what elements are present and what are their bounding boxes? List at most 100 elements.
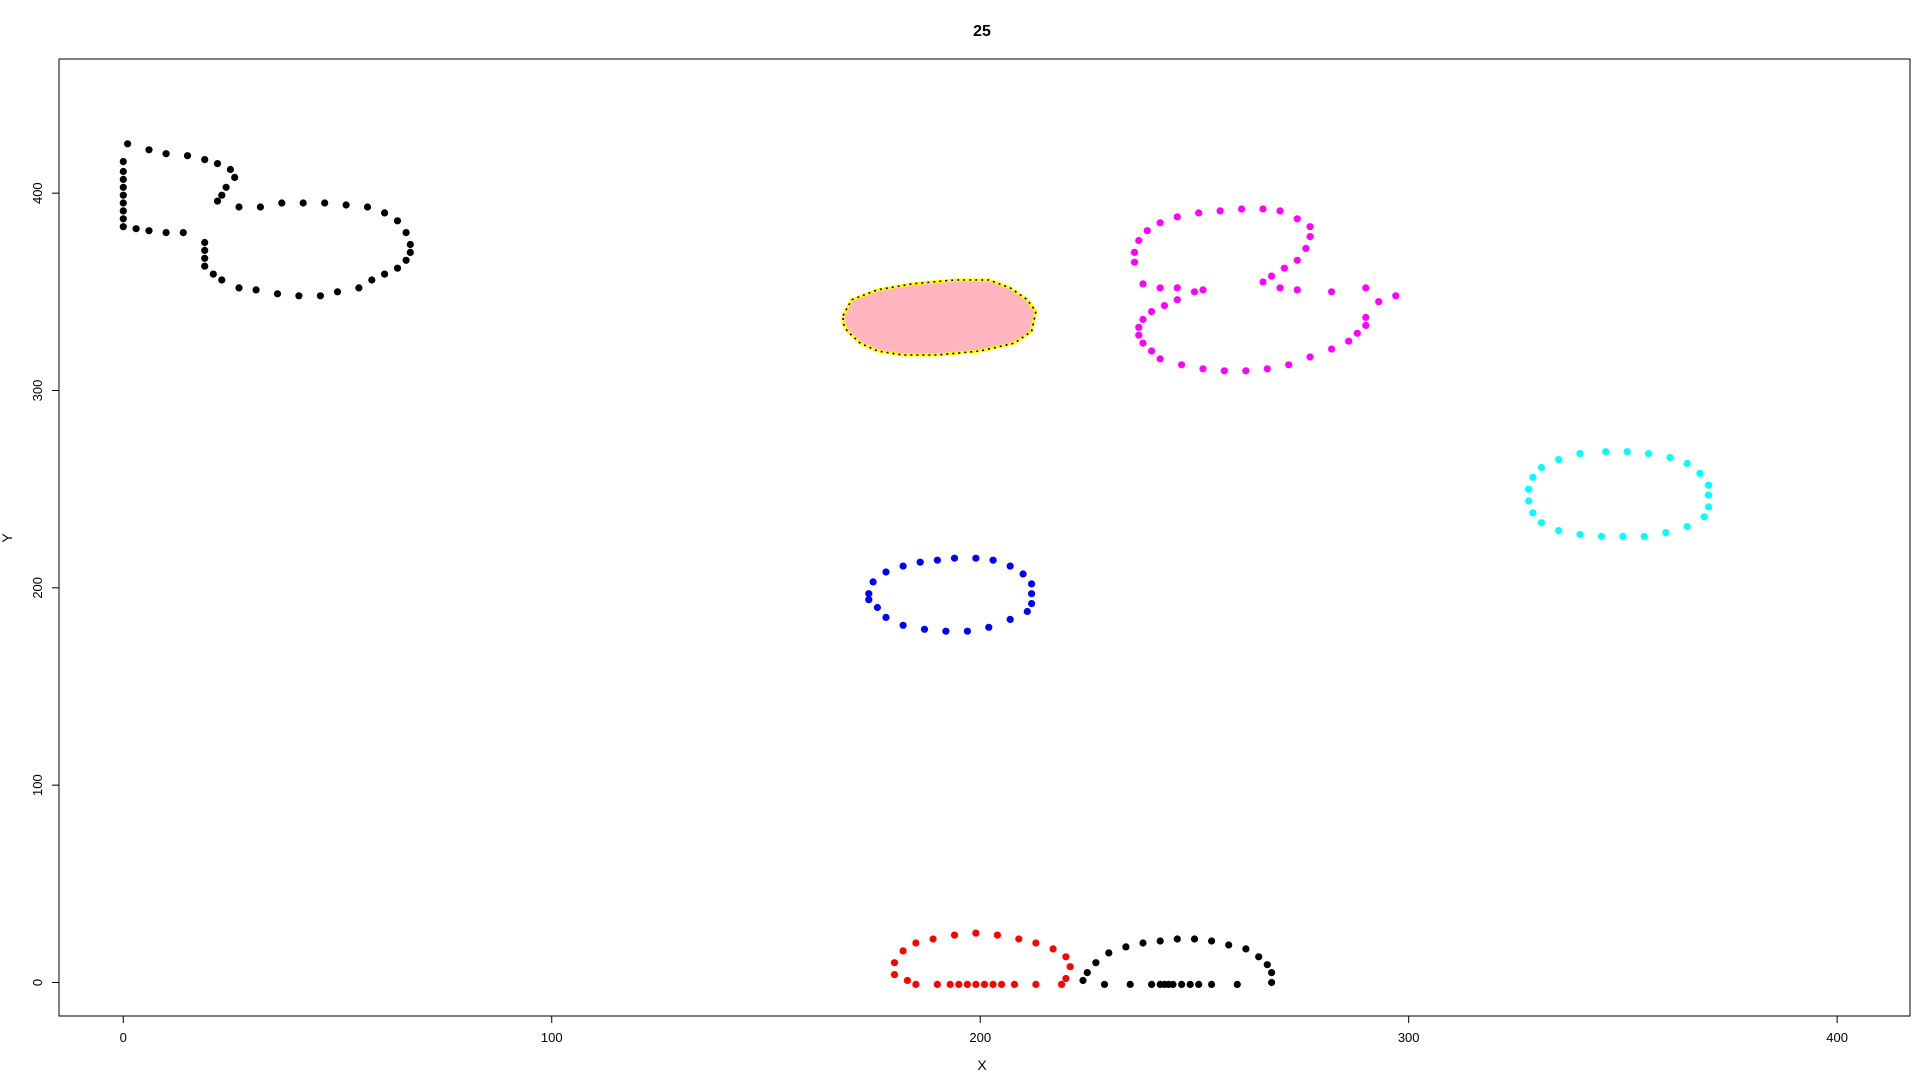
data-point-s1-48 xyxy=(1173,284,1181,292)
data-point-s1-26 xyxy=(1362,321,1370,329)
data-point-s0-11 xyxy=(235,203,243,211)
data-point-s0-27 xyxy=(355,284,363,292)
data-point-s1-37 xyxy=(1156,355,1164,363)
data-point-s3-9 xyxy=(1683,459,1691,468)
data-point-s0-40 xyxy=(179,229,187,237)
y-tick-label: 300 xyxy=(30,380,45,402)
data-point-s4-11 xyxy=(1028,580,1036,588)
data-point-s5-3 xyxy=(912,939,920,947)
data-point-s1-14 xyxy=(1302,244,1310,252)
data-point-s1-22 xyxy=(1362,284,1370,292)
data-point-s1-39 xyxy=(1139,339,1147,347)
data-point-s5-5 xyxy=(950,931,959,939)
data-point-s1-20 xyxy=(1293,286,1301,294)
data-point-s0-35 xyxy=(209,270,217,278)
data-point-s6-17 xyxy=(1208,980,1216,989)
data-point-s1-34 xyxy=(1220,367,1228,375)
data-point-s1-27 xyxy=(1353,329,1361,337)
data-point-s5-6 xyxy=(972,929,980,937)
data-point-s6-0 xyxy=(1079,976,1087,985)
data-point-s5-16 xyxy=(1010,980,1019,989)
data-point-s5-17 xyxy=(998,980,1006,989)
data-point-s0-14 xyxy=(299,199,307,207)
data-point-s3-21 xyxy=(1555,527,1563,535)
data-point-s0-10 xyxy=(213,197,222,205)
data-point-s1-4 xyxy=(1156,219,1164,227)
data-point-s1-32 xyxy=(1263,365,1271,373)
data-point-s3-7 xyxy=(1645,450,1653,458)
data-point-s0-15 xyxy=(321,199,329,207)
data-point-s1-30 xyxy=(1306,353,1314,361)
data-point-s1-7 xyxy=(1216,207,1224,215)
data-point-s3-1 xyxy=(1529,473,1537,481)
data-point-s1-43 xyxy=(1148,308,1156,316)
data-point-s0-18 xyxy=(381,209,389,217)
data-point-s1-28 xyxy=(1345,337,1353,345)
data-point-s4-10 xyxy=(1019,570,1027,578)
data-point-s0-19 xyxy=(393,217,402,225)
data-point-s1-19 xyxy=(1276,284,1284,292)
data-point-s6-25 xyxy=(1148,980,1156,989)
data-point-s5-8 xyxy=(1015,935,1023,943)
data-point-s0-52 xyxy=(119,158,127,166)
data-point-s5-23 xyxy=(946,980,954,989)
data-point-s4-7 xyxy=(972,554,980,562)
x-tick-label: 300 xyxy=(1398,1030,1420,1045)
y-axis-title: Y xyxy=(0,533,15,543)
data-point-s1-35 xyxy=(1199,365,1207,373)
data-point-s4-18 xyxy=(942,627,950,635)
data-point-s3-14 xyxy=(1700,513,1708,521)
data-point-s5-18 xyxy=(989,980,997,989)
y-tick-label: 0 xyxy=(30,979,45,986)
data-point-s1-21 xyxy=(1328,288,1336,296)
data-point-s1-49 xyxy=(1156,284,1164,292)
data-point-s1-16 xyxy=(1280,264,1288,272)
data-point-s6-7 xyxy=(1173,935,1181,943)
data-point-s4-23 xyxy=(865,596,873,604)
data-point-s4-17 xyxy=(963,627,972,635)
data-point-s5-4 xyxy=(929,935,937,943)
data-point-s4-5 xyxy=(933,556,942,564)
data-point-s1-23 xyxy=(1375,298,1383,306)
data-point-s3-2 xyxy=(1537,463,1546,472)
data-point-s0-45 xyxy=(119,215,127,223)
data-point-s3-8 xyxy=(1666,454,1674,462)
data-point-s3-16 xyxy=(1662,529,1670,537)
data-point-s6-26 xyxy=(1126,980,1134,989)
data-point-s1-8 xyxy=(1238,205,1246,213)
data-point-s6-9 xyxy=(1208,937,1216,945)
plot-frame xyxy=(58,58,1911,1017)
data-point-s6-14 xyxy=(1268,969,1276,977)
data-point-s6-19 xyxy=(1186,980,1194,989)
data-point-s4-0 xyxy=(865,590,873,598)
data-point-s1-5 xyxy=(1173,213,1181,221)
data-point-s5-12 xyxy=(1066,963,1074,971)
chart-title: 25 xyxy=(973,23,991,40)
data-point-s6-12 xyxy=(1255,953,1263,961)
data-point-s0-5 xyxy=(213,160,222,168)
data-point-s6-8 xyxy=(1190,935,1199,943)
data-point-s6-10 xyxy=(1225,941,1233,949)
data-point-s0-12 xyxy=(256,203,264,211)
data-point-s4-2 xyxy=(882,568,890,576)
data-point-s0-36 xyxy=(201,262,209,270)
data-point-s3-0 xyxy=(1525,485,1533,493)
data-point-s4-16 xyxy=(985,623,993,631)
data-point-s5-25 xyxy=(912,980,920,989)
data-point-s4-19 xyxy=(920,625,929,633)
data-point-s0-38 xyxy=(201,246,209,254)
data-point-s5-22 xyxy=(955,980,963,989)
data-point-s4-21 xyxy=(882,613,890,622)
data-point-s6-27 xyxy=(1100,980,1109,989)
x-axis: 0 100 200 300 400 xyxy=(120,1015,1848,1045)
data-point-s4-13 xyxy=(1028,600,1036,608)
data-point-s1-3 xyxy=(1143,227,1151,235)
data-point-s0-0 xyxy=(124,140,132,148)
data-point-s1-2 xyxy=(1135,236,1143,245)
data-point-s3-20 xyxy=(1576,530,1584,539)
data-point-s5-9 xyxy=(1032,939,1040,947)
data-point-s0-16 xyxy=(342,201,350,209)
filled-region-outline-2 xyxy=(842,279,1037,356)
data-point-s0-39 xyxy=(201,238,209,247)
